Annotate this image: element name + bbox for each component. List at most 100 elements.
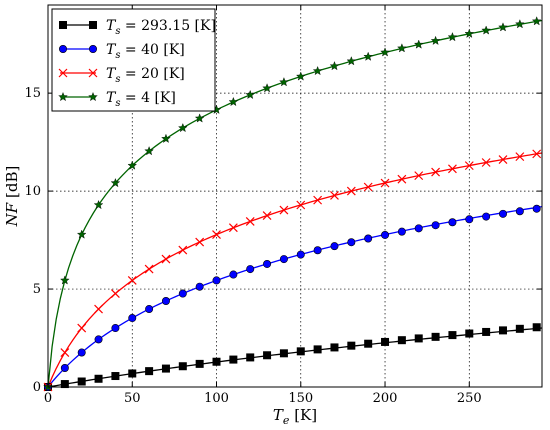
point-t-s-20-k [448,164,457,174]
legend-label: Ts = 293.15 [K] [106,18,216,37]
point-t-s-40-k [347,238,356,247]
point-t-s-40-k [111,324,120,333]
plot-frame [47,4,543,388]
point-t-s-293-15-k [515,324,524,333]
point-t-s-4-k [110,178,121,188]
point-t-s-293-15-k [465,329,474,338]
y-tick-label: 5 [33,282,41,297]
point-t-s-40-k [482,212,491,221]
point-t-s-40-k [532,204,541,213]
point-t-s-4-k [127,160,138,170]
point-t-s-40-k [229,270,238,279]
point-t-s-40-k [279,255,288,264]
legend-marker [88,68,98,78]
point-t-s-20-k [380,178,390,188]
point-t-s-4-k [228,96,239,107]
point-t-s-4-k [194,113,205,123]
point-t-s-293-15-k [296,347,305,356]
y-tick-label: 10 [24,184,41,199]
legend-label: Ts = 20 [K] [106,66,185,85]
point-t-s-293-15-k [263,351,272,360]
line-t-s-40-k [47,206,543,388]
x-tick-label: 200 [373,391,398,406]
x-tick-label: 100 [204,391,229,406]
point-t-s-20-k [94,304,103,314]
point-t-s-20-k [161,254,171,264]
x-tick-label: 150 [288,391,313,406]
legend-marker [58,68,68,78]
point-t-s-20-k [127,276,137,285]
legend-marker [58,91,68,102]
point-t-s-4-k [177,122,188,133]
point-t-s-40-k [263,259,272,268]
point-t-s-4-k [430,35,441,45]
point-t-s-20-k [515,152,525,162]
point-t-s-20-k [532,149,542,159]
point-t-s-20-k [77,323,87,333]
point-t-s-293-15-k [111,372,120,381]
point-t-s-293-15-k [94,374,103,383]
point-t-s-293-15-k [381,337,390,346]
point-t-s-293-15-k [414,334,423,343]
point-t-s-293-15-k [128,369,137,378]
point-t-s-40-k [465,215,474,224]
point-t-s-20-k [414,171,424,181]
point-t-s-20-k [397,174,407,184]
point-t-s-293-15-k [482,327,491,336]
legend-marker [88,91,98,102]
point-t-s-4-k [312,65,323,76]
point-t-s-4-k [380,47,390,57]
legend-item-t-s-293-15-k: Ts = 293.15 [K] [59,18,216,37]
point-t-s-20-k [144,264,154,274]
point-t-s-20-k [245,217,255,226]
point-t-s-40-k [212,276,221,285]
point-t-s-293-15-k [212,357,221,366]
point-t-s-4-k [161,133,171,143]
point-t-s-40-k [128,314,137,323]
point-t-s-20-k [498,155,508,164]
point-t-s-4-k [464,28,475,38]
point-t-s-4-k [413,39,424,49]
point-t-s-4-k [498,22,508,32]
point-t-s-4-k [144,146,154,156]
point-t-s-40-k [246,265,255,274]
point-t-s-40-k [414,224,423,233]
point-t-s-4-k [262,83,272,93]
point-t-s-40-k [381,230,390,239]
point-t-s-40-k [94,335,103,344]
point-t-s-20-k [228,223,238,233]
point-t-s-4-k [363,51,374,61]
point-t-s-293-15-k [448,331,457,340]
point-t-s-40-k [161,297,170,306]
point-t-s-4-k [481,25,491,35]
point-t-s-4-k [245,89,256,100]
point-t-s-40-k [498,209,507,218]
x-tick-label: 250 [457,391,482,406]
point-t-s-4-k [329,61,340,71]
point-t-s-293-15-k [229,355,238,364]
point-t-s-40-k [431,221,440,230]
point-t-s-293-15-k [397,336,406,345]
legend-marker [89,44,98,53]
point-t-s-40-k [397,227,406,236]
legend-label: Ts = 40 [K] [106,42,185,61]
legend-marker [89,21,97,29]
point-t-s-293-15-k [364,339,373,348]
y-axis-label: NF [dB] [3,166,21,228]
point-t-s-40-k [313,246,322,255]
point-t-s-20-k [212,230,221,240]
point-t-s-293-15-k [60,380,69,389]
point-t-s-4-k [531,16,542,26]
legend-box [51,8,216,112]
point-t-s-293-15-k [431,332,440,341]
point-t-s-20-k [195,237,205,247]
point-t-s-40-k [178,289,187,298]
legend-marker [59,21,67,29]
point-t-s-20-k [464,161,474,171]
legend-item-t-s-40-k: Ts = 40 [K] [58,42,185,61]
point-t-s-4-k [93,199,104,210]
legend: Ts = 293.15 [K] Ts = 40 [K] Ts = 20 [K] Ts … [51,8,216,112]
point-t-s-40-k [448,218,457,227]
point-t-s-40-k [77,348,86,357]
